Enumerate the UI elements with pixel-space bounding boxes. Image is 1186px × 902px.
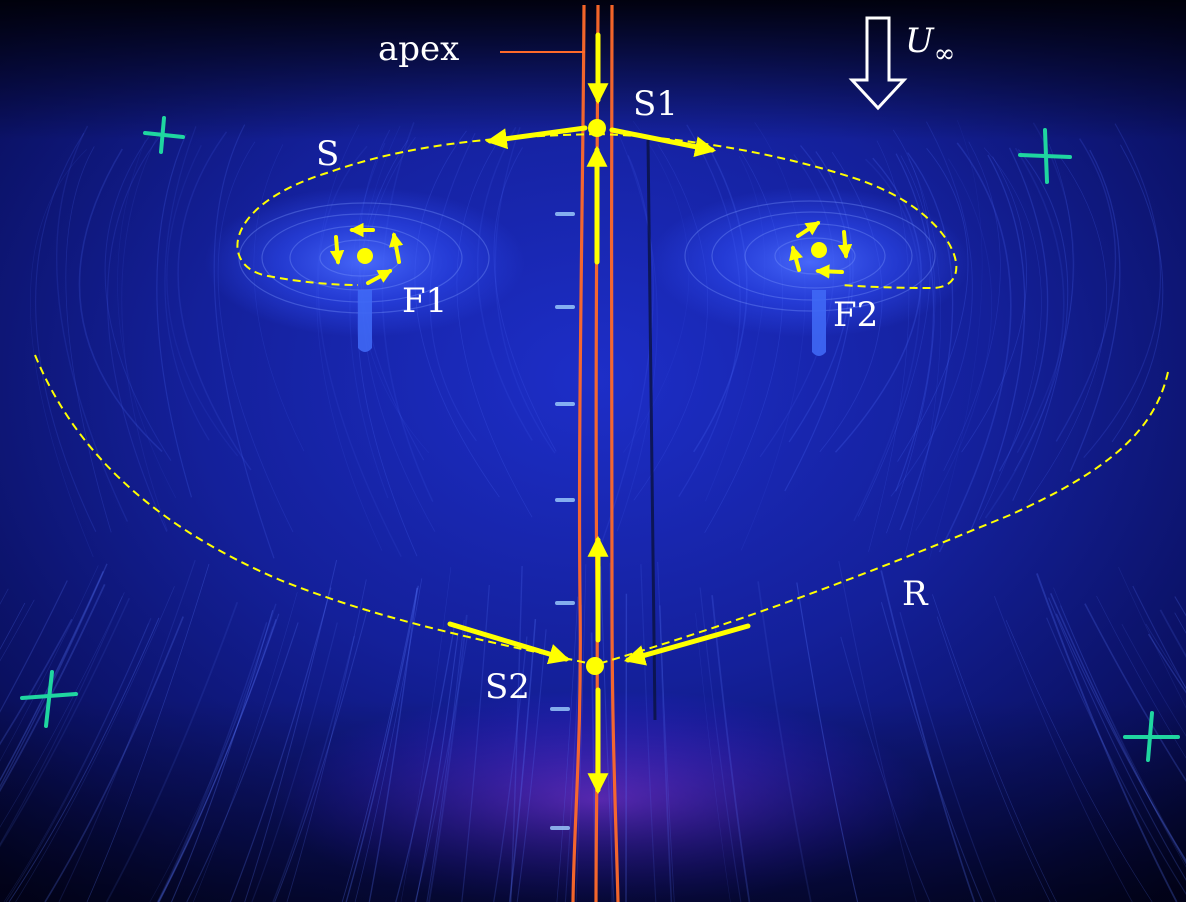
saddle-s1-dot (588, 119, 606, 137)
focus-f2-label: F2 (833, 295, 878, 335)
top-dark-band (0, 0, 1186, 140)
focus-f2-dot (811, 242, 827, 258)
apex-label: apex (378, 29, 459, 69)
infinity-subscript: ∞ (934, 39, 956, 69)
tail-right (812, 290, 826, 356)
tail-left (358, 290, 372, 352)
vortex-glow-right (650, 187, 970, 337)
saddle-s1-label: S1 (633, 84, 678, 124)
separation-line-label: S (316, 134, 339, 174)
saddle-s2-label: S2 (485, 667, 530, 707)
reattachment-line-label: R (902, 574, 929, 614)
focus-f1-dot (357, 248, 373, 264)
focus-f1-label: F1 (402, 281, 447, 321)
saddle-s2-dot (586, 657, 604, 675)
